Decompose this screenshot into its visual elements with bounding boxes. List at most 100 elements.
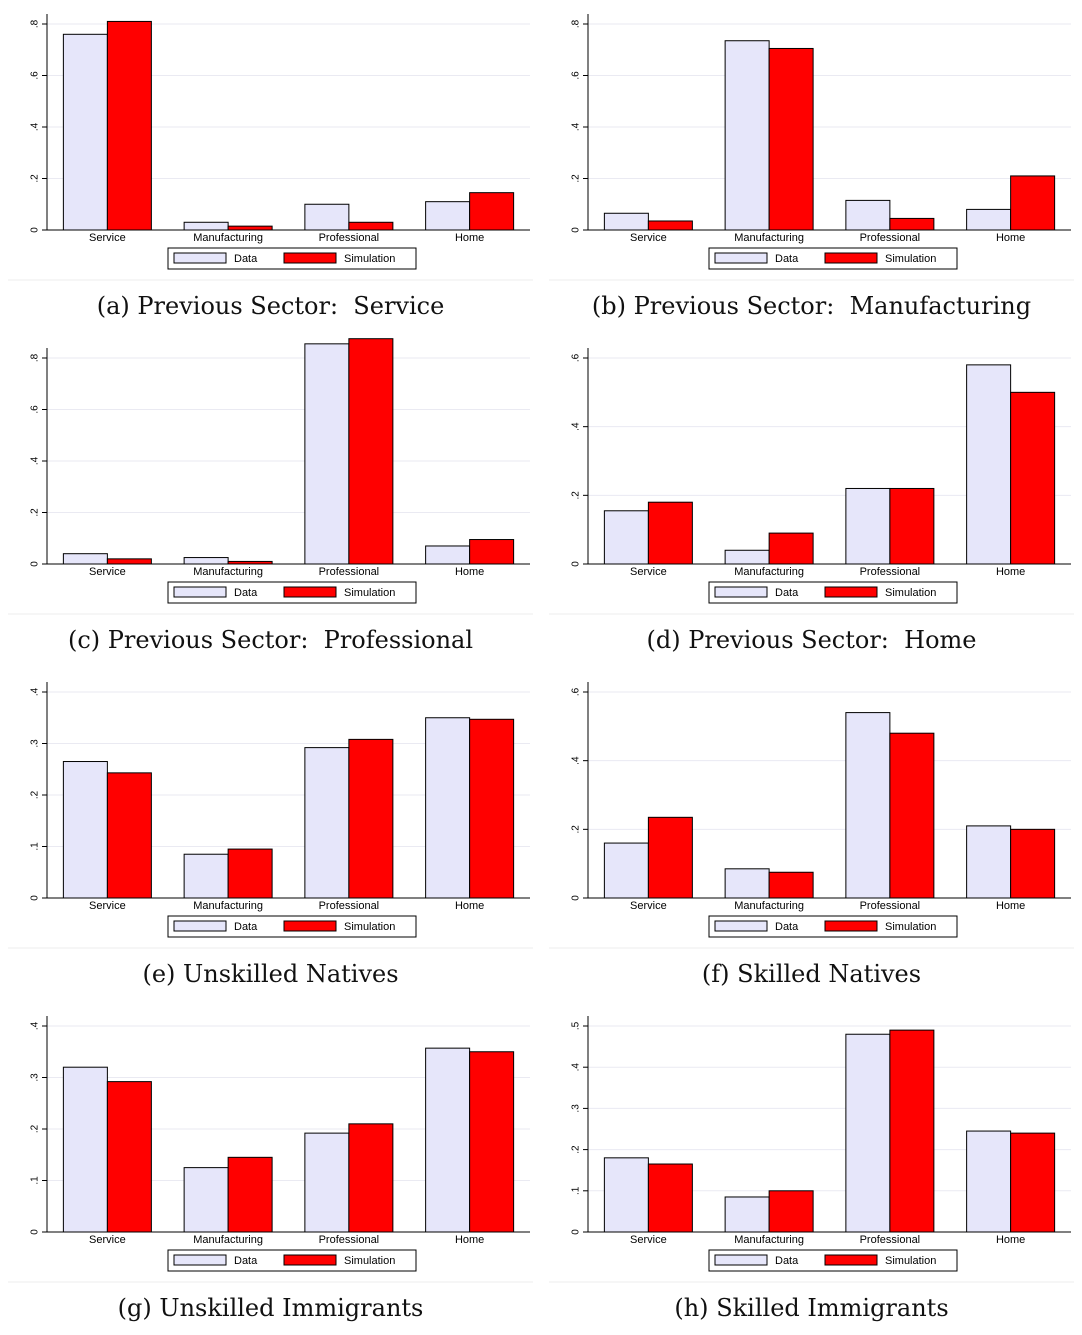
- x-tick-label: Service: [89, 566, 126, 578]
- bar-chart-skilled-natives: 0 .2 .4 .6 Service Manufacturing Professional H…: [549, 682, 1074, 949]
- y-tick-label: .8: [30, 19, 41, 28]
- caption-text: Unskilled Natives: [183, 960, 399, 988]
- bar-data: [183, 1167, 229, 1233]
- x-tick-label: Manufacturing: [734, 232, 804, 244]
- bar-simulation: [348, 738, 394, 899]
- legend-label-simulation: Simulation: [885, 1255, 936, 1267]
- y-tick-label: .3: [30, 1073, 41, 1082]
- y-tick-label: .6: [30, 405, 41, 414]
- y-tick-label: 0: [571, 895, 582, 901]
- legend: Data Simulation: [167, 247, 417, 270]
- plot-area: 0 .2 .4 .6 .8: [30, 348, 530, 567]
- bar-data: [724, 40, 770, 231]
- y-tick-label: .4: [30, 687, 41, 696]
- legend: Data Simulation: [708, 247, 958, 270]
- bar-data: [845, 1033, 891, 1233]
- bar-simulation: [768, 47, 814, 231]
- bar-chart-skilled-immigrants: 0 .1 .2 .3 .4 .5 Service Manufacturing Professio…: [549, 1016, 1074, 1283]
- bar-data: [724, 1196, 770, 1233]
- legend: Data Simulation: [167, 1249, 417, 1272]
- legend-swatch-simulation: [824, 1254, 878, 1266]
- y-tick-label: .5: [571, 1021, 582, 1030]
- caption-c: (c) Previous Sector: Professional: [0, 626, 541, 654]
- bar-data: [183, 557, 229, 565]
- caption-text: Previous Sector: Home: [688, 626, 977, 654]
- x-tick-label: Service: [630, 232, 667, 244]
- x-tick-label: Home: [455, 1234, 484, 1246]
- panel-unskilled-immigrants: 0 .1 .2 .3 .4 Service Manufacturing Professiona…: [0, 1002, 541, 1335]
- y-tick-label: 0: [30, 1229, 41, 1235]
- y-tick-label: .2: [30, 174, 41, 183]
- bar-simulation: [889, 217, 935, 231]
- bar-data: [425, 1047, 471, 1233]
- y-tick-label: .3: [30, 739, 41, 748]
- y-tick-label: .2: [30, 790, 41, 799]
- x-tick-label: Manufacturing: [193, 232, 263, 244]
- bar-simulation: [768, 1190, 814, 1233]
- bar-data: [183, 853, 229, 899]
- y-tick-label: .6: [30, 71, 41, 80]
- caption-text: Skilled Natives: [737, 960, 922, 988]
- y-tick-label: .1: [30, 1176, 41, 1185]
- legend-label-simulation: Simulation: [344, 921, 395, 933]
- bar-simulation: [469, 718, 515, 899]
- x-tick-label: Professional: [319, 900, 380, 912]
- legend-swatch-simulation: [283, 1254, 337, 1266]
- x-tick-label: Professional: [319, 232, 380, 244]
- bar-simulation: [227, 225, 273, 231]
- y-tick-label: .4: [571, 122, 582, 131]
- bar-chart-previous-sector-manufacturing: 0 .2 .4 .6 .8 Service Manufacturing Professiona…: [549, 14, 1074, 281]
- bar-simulation: [647, 501, 693, 565]
- legend-label-simulation: Simulation: [885, 921, 936, 933]
- bar-simulation: [227, 848, 273, 899]
- caption-letter: (e): [142, 960, 176, 988]
- panel-previous-sector-professional: 0 .2 .4 .6 .8 Service Manufacturing Professiona…: [0, 334, 541, 667]
- bar-data: [62, 761, 108, 899]
- legend: Data Simulation: [708, 581, 958, 604]
- x-tick-label: Home: [455, 232, 484, 244]
- caption-text: Skilled Immigrants: [716, 1294, 949, 1322]
- bar-simulation: [469, 539, 515, 565]
- x-tick-label: Home: [996, 900, 1025, 912]
- caption-text: Previous Sector: Professional: [107, 626, 474, 654]
- bar-simulation: [1010, 391, 1056, 565]
- bar-simulation: [348, 1123, 394, 1233]
- bar-data: [724, 868, 770, 899]
- bar-simulation: [647, 1163, 693, 1233]
- legend-swatch-data: [714, 586, 768, 598]
- legend-swatch-data: [173, 920, 227, 932]
- x-tick-label: Professional: [319, 566, 380, 578]
- legend-label-simulation: Simulation: [344, 253, 395, 265]
- y-tick-label: .6: [571, 687, 582, 696]
- panel-unskilled-natives: 0 .1 .2 .3 .4 Service Manufacturing Professiona…: [0, 668, 541, 1001]
- x-tick-label: Manufacturing: [193, 566, 263, 578]
- caption-letter: (d): [646, 626, 681, 654]
- x-tick-label: Professional: [860, 232, 921, 244]
- caption-letter: (h): [674, 1294, 709, 1322]
- caption-g: (g) Unskilled Immigrants: [0, 1294, 541, 1322]
- x-tick-label: Service: [89, 232, 126, 244]
- legend-swatch-data: [714, 920, 768, 932]
- bar-chart-previous-sector-service: 0 .2 .4 .6 .8 Service Manufacturing Professiona…: [8, 14, 533, 281]
- x-tick-label: Professional: [319, 1234, 380, 1246]
- bar-data: [603, 1157, 649, 1233]
- y-tick-label: .2: [30, 1124, 41, 1133]
- caption-letter: (b): [591, 292, 627, 320]
- bar-data: [62, 1066, 108, 1233]
- bar-data: [62, 553, 108, 565]
- bar-data: [845, 712, 891, 899]
- legend-swatch-simulation: [824, 920, 878, 932]
- bar-simulation: [1010, 1132, 1056, 1233]
- x-tick-label: Service: [630, 1234, 667, 1246]
- x-tick-label: Service: [89, 1234, 126, 1246]
- y-tick-label: .2: [30, 508, 41, 517]
- bar-simulation: [106, 772, 152, 899]
- bar-chart-unskilled-immigrants: 0 .1 .2 .3 .4 Service Manufacturing Professiona…: [8, 1016, 533, 1283]
- legend: Data Simulation: [167, 581, 417, 604]
- y-tick-label: .3: [571, 1104, 582, 1113]
- bar-data: [845, 199, 891, 231]
- bar-data: [966, 208, 1012, 231]
- panel-previous-sector-service: 0 .2 .4 .6 .8 Service Manufacturing Professiona…: [0, 0, 541, 333]
- y-tick-label: 0: [571, 561, 582, 567]
- panel-skilled-natives: 0 .2 .4 .6 Service Manufacturing Professional H…: [541, 668, 1082, 1001]
